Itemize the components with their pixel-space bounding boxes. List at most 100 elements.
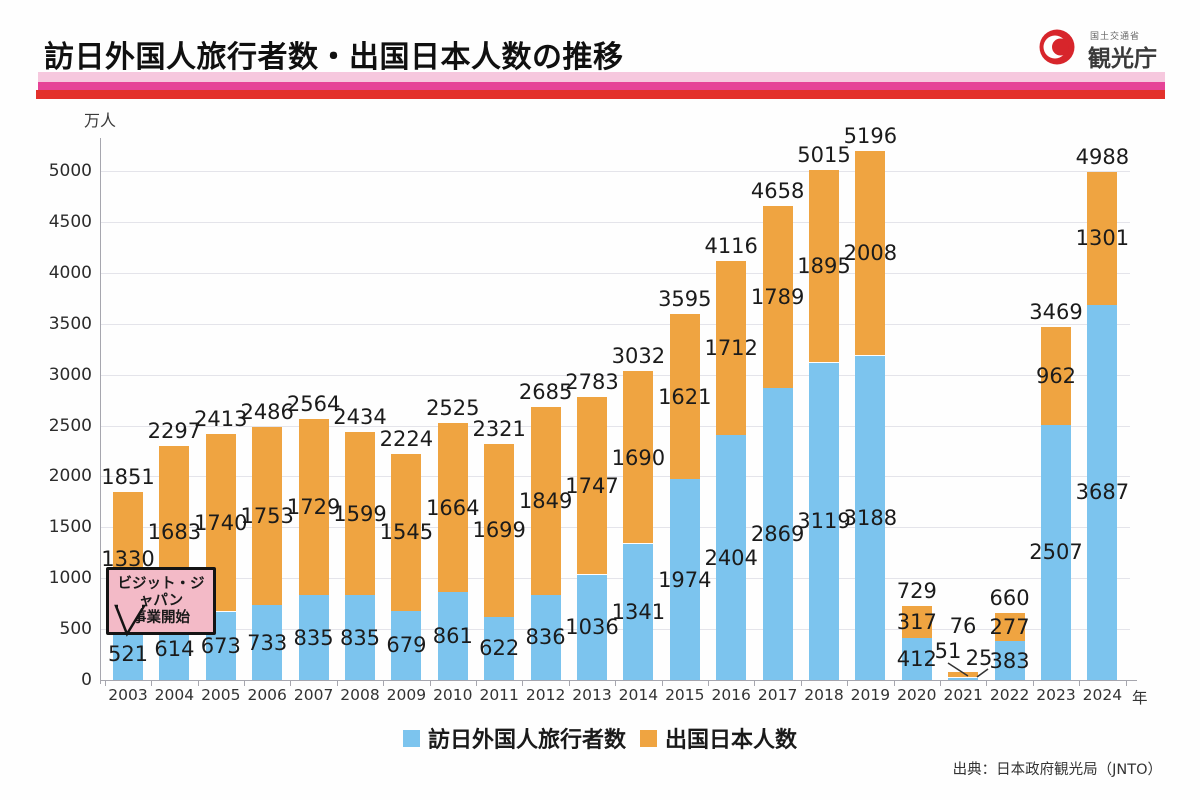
x-tick-label-2013: 2013 <box>572 686 612 704</box>
bar-inbound-2016 <box>716 435 747 680</box>
y-tick-label-4000: 4000 <box>48 262 92 283</box>
outbound-label-2012: 1849 <box>518 488 573 513</box>
bar-outbound-2006 <box>252 426 283 606</box>
bar-inbound-2020 <box>901 638 932 680</box>
x-axis-line <box>100 680 1137 681</box>
gridline-1000 <box>100 578 1130 580</box>
bar-outbound-2015 <box>669 314 700 479</box>
inbound-label-2021: 25 <box>965 646 993 670</box>
gridline-2000 <box>100 476 1130 478</box>
bar-outbound-2010 <box>437 423 468 593</box>
inbound-label-2017: 2869 <box>750 522 805 546</box>
total-label-2013: 2783 <box>565 369 619 394</box>
total-label-2023: 3469 <box>1029 299 1083 324</box>
outbound-label-2020: 317 <box>896 609 937 634</box>
bar-inbound-2008 <box>345 595 375 680</box>
outbound-label-2015: 1621 <box>658 384 712 409</box>
total-label-2022: 660 <box>989 585 1030 610</box>
bar-inbound-2013 <box>577 574 607 680</box>
legend: 訪日外国人旅行者数 出国日本人数 <box>0 722 1200 754</box>
jta-logo: 国土交通省 観光庁 <box>1028 18 1157 82</box>
title-underline-red <box>36 90 1165 99</box>
bar-inbound-2018 <box>809 362 839 680</box>
bar-inbound-2007 <box>298 595 329 680</box>
y-tick-label-3500: 3500 <box>48 313 92 334</box>
x-tick <box>1032 680 1034 686</box>
x-tick-label-2024: 2024 <box>1082 686 1123 704</box>
x-tick <box>197 680 199 686</box>
inbound-label-2023: 2507 <box>1029 540 1083 565</box>
outbound-label-2023: 962 <box>1035 363 1077 388</box>
x-tick-label-2008: 2008 <box>340 686 380 704</box>
inbound-label-2003: 521 <box>107 641 149 666</box>
total-label-2006: 2486 <box>240 399 294 424</box>
bar-outbound-2009 <box>391 453 422 611</box>
bar-outbound-2019 <box>855 151 886 356</box>
x-tick <box>800 680 802 686</box>
x-tick <box>151 680 153 686</box>
bar-outbound-2020 <box>901 605 932 639</box>
gridline-4500 <box>100 221 1130 223</box>
x-tick-label-2007: 2007 <box>293 686 334 704</box>
inbound-label-2016: 2404 <box>704 545 758 570</box>
outbound-label-2022: 277 <box>989 614 1030 639</box>
bar-outbound-2007 <box>298 419 329 595</box>
inbound-label-2020: 412 <box>896 647 937 671</box>
x-tick-label-2016: 2016 <box>711 686 751 704</box>
total-label-2012: 2685 <box>518 379 573 404</box>
bar-inbound-2023 <box>1041 424 1071 680</box>
callout-line2: 事業開始 <box>132 610 190 626</box>
x-tick <box>568 680 570 686</box>
inbound-label-2014: 1341 <box>611 599 666 624</box>
bar-outbound-2016 <box>716 261 747 436</box>
x-tick-label-2003: 2003 <box>108 686 148 704</box>
outbound-label-2004: 1683 <box>147 519 202 544</box>
x-tick <box>244 680 245 686</box>
total-label-2008: 2434 <box>333 405 387 430</box>
bar-outbound-2014 <box>623 371 654 544</box>
callout-line1: ビジット・ジャパン <box>117 576 205 609</box>
inbound-label-2024: 3687 <box>1075 480 1130 505</box>
x-tick <box>893 680 895 686</box>
bar-outbound-2012 <box>530 406 561 595</box>
total-label-2007: 2564 <box>286 392 341 416</box>
visit-japan-callout: ビジット・ジャパン 事業開始 <box>106 567 216 635</box>
total-label-2017: 4658 <box>750 178 805 203</box>
total-label-2003: 1851 <box>101 464 155 489</box>
inbound-label-2004: 614 <box>154 636 195 661</box>
x-tick <box>708 680 709 686</box>
inbound-label-2010: 861 <box>432 624 473 649</box>
outbound-label-2016: 1712 <box>704 336 758 361</box>
bar-outbound-2013 <box>577 396 607 575</box>
outbound-label-2006: 1753 <box>240 504 294 529</box>
gridline-2500 <box>100 425 1130 427</box>
y-axis-line <box>100 138 101 684</box>
total-label-2009: 2224 <box>379 426 434 451</box>
outbound-label-2011: 1699 <box>472 518 526 543</box>
legend-label-inbound: 訪日外国人旅行者数 <box>427 728 626 753</box>
gridline-3500 <box>100 323 1130 325</box>
x-tick-label-2023: 2023 <box>1036 686 1076 704</box>
x-tick-label-2010: 2010 <box>433 686 473 704</box>
bar-inbound-2011 <box>484 616 515 680</box>
page-title: 訪日外国人旅行者数・出国日本人数の推移 <box>44 40 624 75</box>
bar-inbound-2012 <box>530 594 561 680</box>
x-tick <box>476 680 477 686</box>
jta-logo-icon <box>1039 29 1075 65</box>
y-axis-unit-label: 万人 <box>84 111 117 130</box>
x-tick-label-2014: 2014 <box>618 686 659 704</box>
x-tick-label-2009: 2009 <box>386 686 427 704</box>
bar-inbound-2021 <box>948 677 979 680</box>
title-underline-magenta <box>38 82 1165 90</box>
legend-swatch-outbound <box>640 729 657 747</box>
outbound-label-2008: 1599 <box>333 501 387 526</box>
x-tick <box>429 680 431 686</box>
inbound-label-2013: 1036 <box>565 615 619 640</box>
gridline-5000 <box>100 171 1130 172</box>
x-tick <box>661 680 663 686</box>
x-axis-suffix-label: 年 <box>1132 689 1148 707</box>
outbound-label-2021: 51 <box>934 639 962 663</box>
total-label-2021: 76 <box>949 614 977 638</box>
x-tick-label-2006: 2006 <box>247 686 287 704</box>
total-label-2014: 3032 <box>611 344 666 369</box>
